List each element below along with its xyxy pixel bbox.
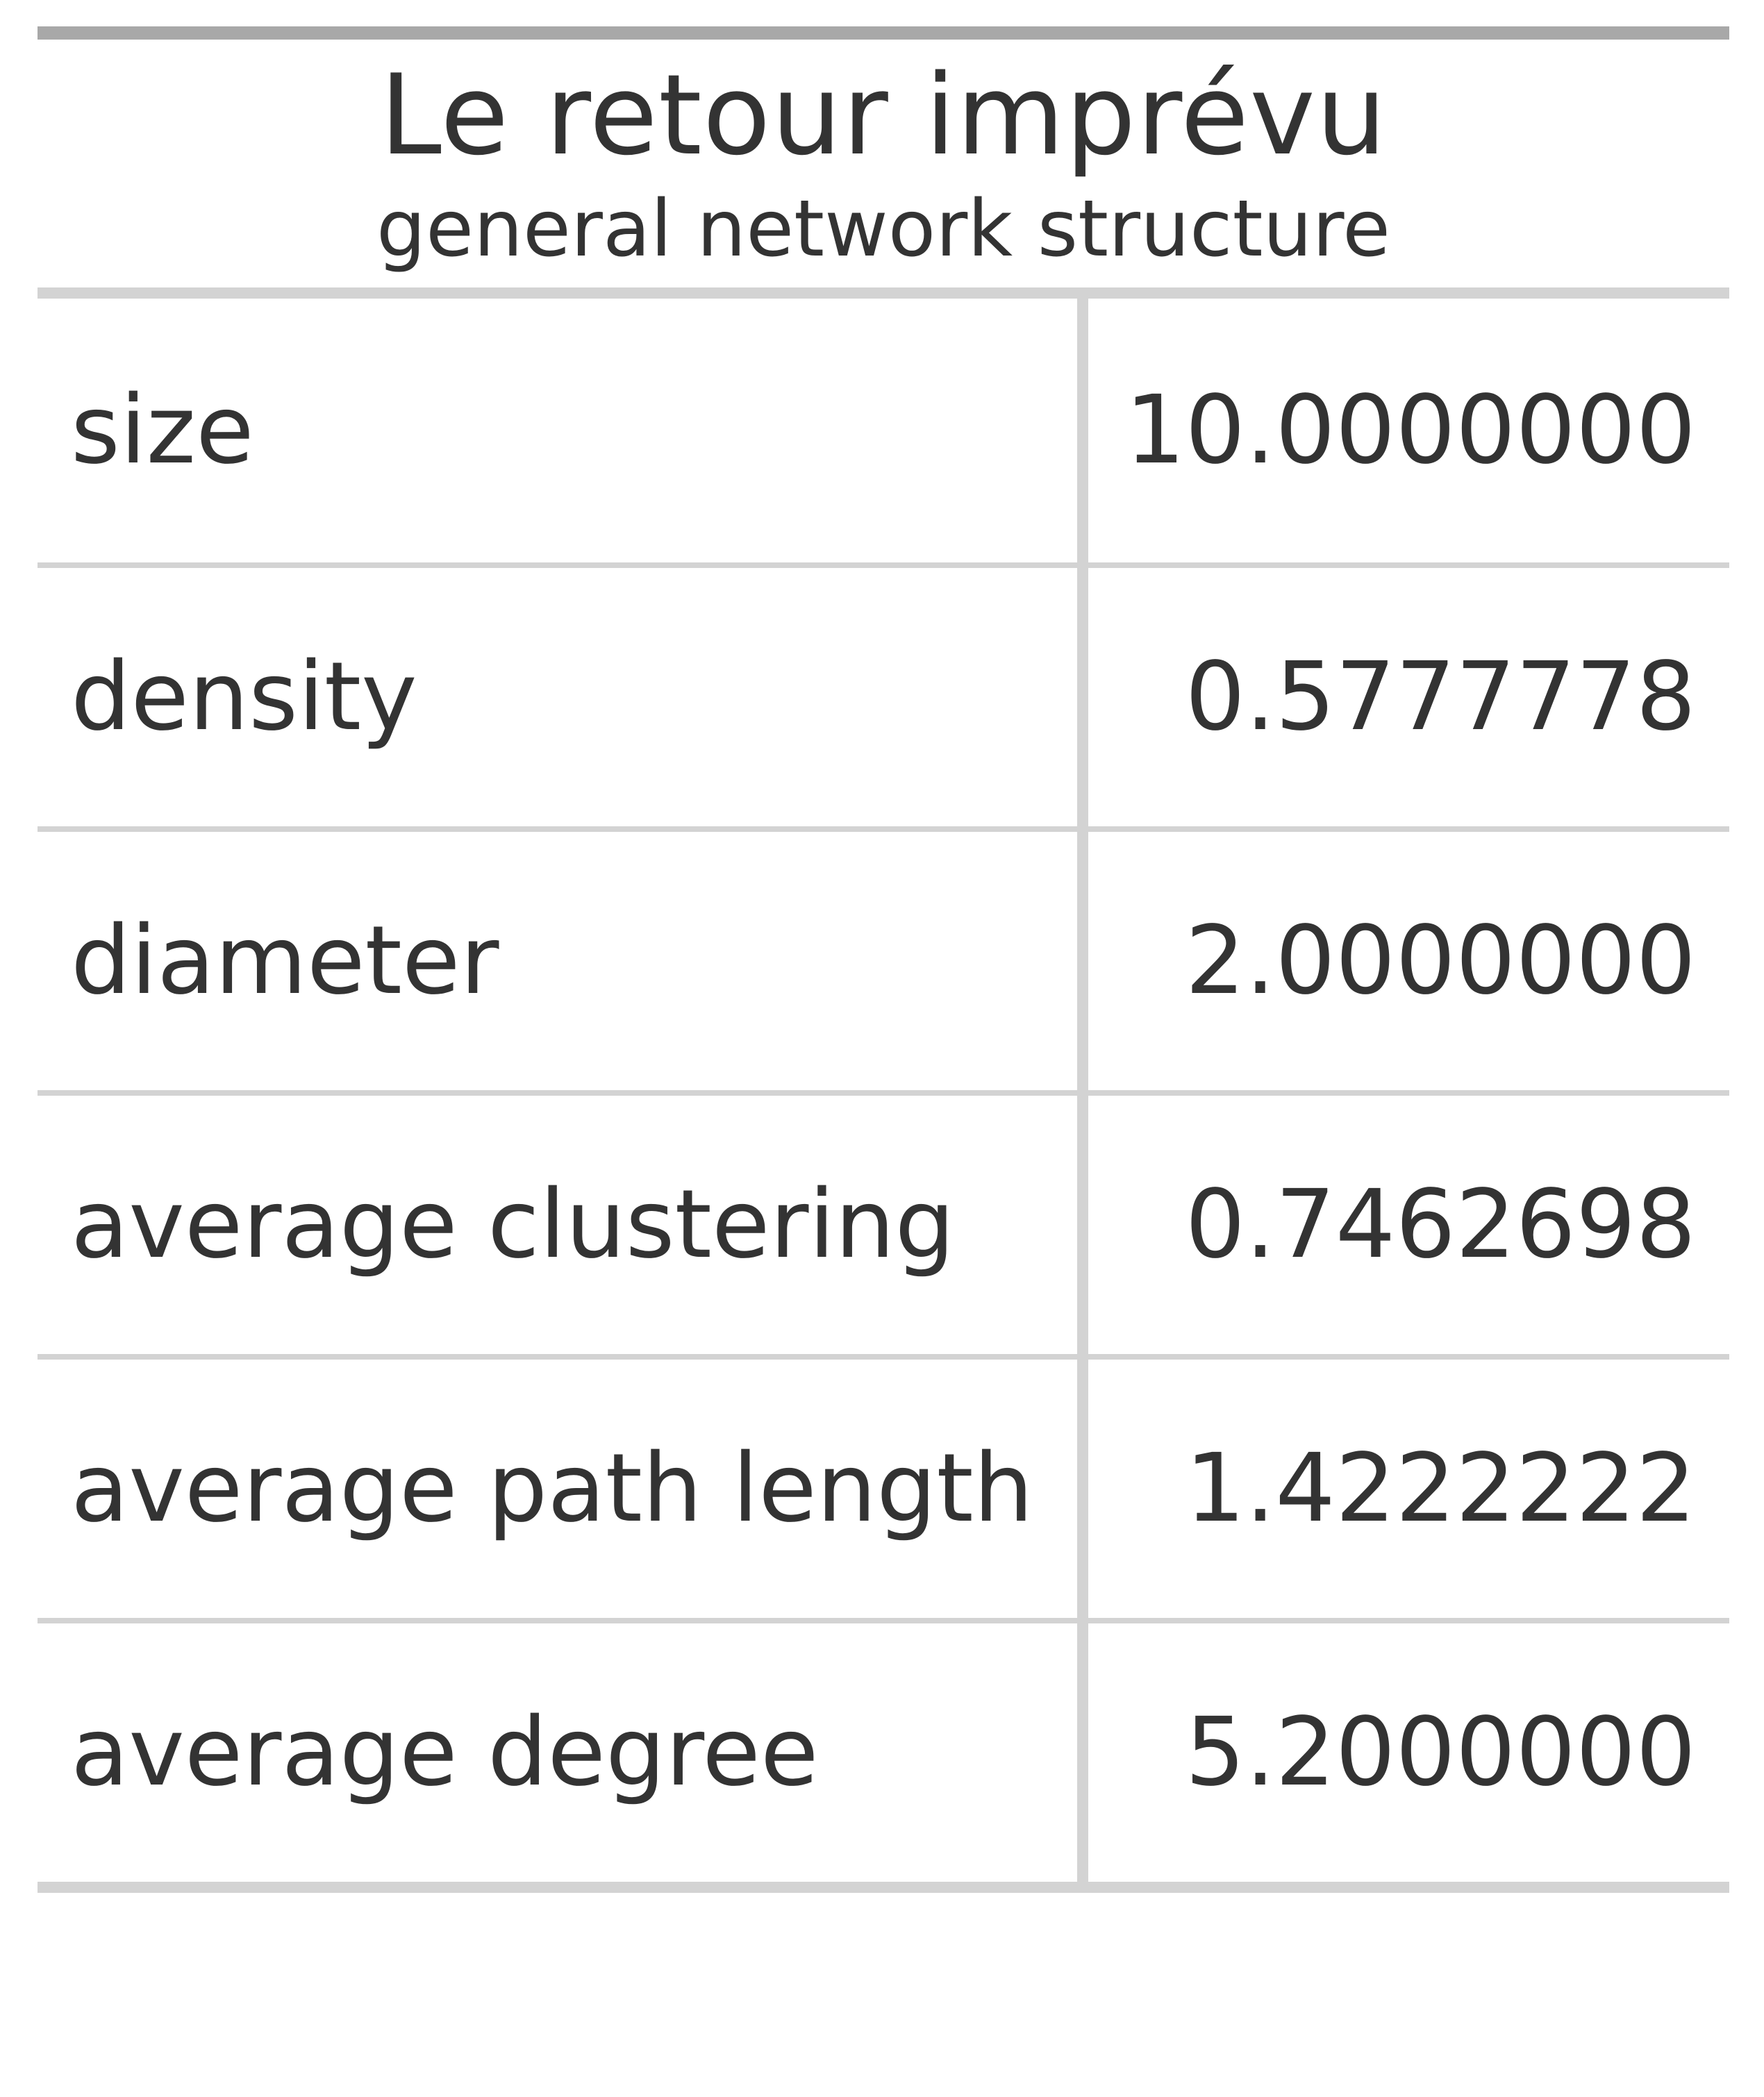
row-value: 5.2000000 [1185,1698,1696,1807]
row-label: average degree [38,1623,1088,1882]
table-row: density 0.5777778 [38,562,1729,826]
row-value: 10.0000000 [1125,376,1696,485]
table-subtitle: general network structure [376,184,1390,274]
row-value: 2.0000000 [1185,906,1696,1016]
row-label: diameter [38,832,1088,1090]
table-row: size 10.0000000 [38,299,1729,562]
table-row: average degree 5.2000000 [38,1618,1729,1882]
table-title: Le retour imprévu [379,49,1388,180]
row-label: density [38,568,1088,826]
network-stats-table: Le retour imprévu general network struct… [38,26,1729,1893]
row-value: 0.7462698 [1185,1170,1696,1280]
table-row: average clustering 0.7462698 [38,1090,1729,1354]
row-value: 1.4222222 [1185,1434,1696,1544]
table-row: average path length 1.4222222 [38,1354,1729,1618]
table-top-rule [38,26,1729,40]
table-header-rule [38,287,1729,299]
row-label: average path length [38,1360,1088,1618]
row-value: 0.5777778 [1185,642,1696,752]
table-bottom-rule [38,1882,1729,1893]
row-label: average clustering [38,1096,1088,1354]
table-row: diameter 2.0000000 [38,826,1729,1090]
row-label: size [38,299,1088,562]
table-body: size 10.0000000 density 0.5777778 diamet… [38,299,1729,1882]
